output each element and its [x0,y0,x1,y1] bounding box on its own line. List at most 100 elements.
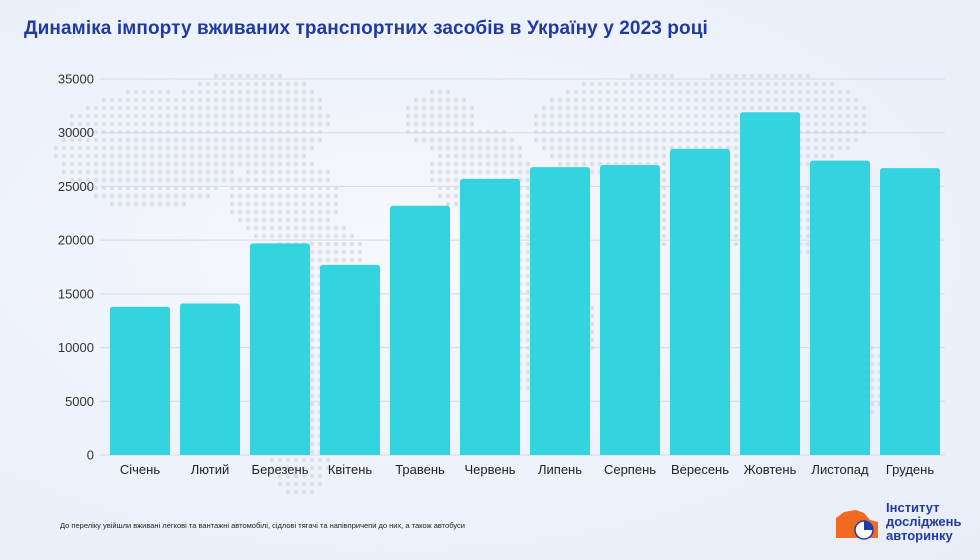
map-dot [301,161,307,167]
map-dot [861,113,867,119]
map-dot [709,81,715,87]
map-dot [141,161,147,167]
map-dot [765,81,771,87]
map-dot [621,97,627,103]
map-dot [229,177,235,183]
map-dot [253,113,259,119]
map-dot [333,249,339,255]
map-dot [141,137,147,143]
map-dot [613,97,619,103]
map-dot [93,121,99,127]
map-dot [245,137,251,143]
map-dot [173,177,179,183]
map-dot [269,193,275,199]
map-dot [661,177,667,183]
map-dot [773,97,779,103]
map-dot [845,97,851,103]
map-dot [557,153,563,159]
map-dot [101,137,107,143]
map-dot [285,121,291,127]
map-dot [693,137,699,143]
map-dot [309,257,315,263]
map-dot [293,217,299,223]
map-dot [189,153,195,159]
map-dot [237,153,243,159]
map-dot [245,89,251,95]
map-dot [621,153,627,159]
map-dot [125,161,131,167]
map-dot [309,481,315,487]
map-dot [269,81,275,87]
map-dot [405,105,411,111]
map-dot [789,73,795,79]
map-dot [157,89,163,95]
map-dot [165,145,171,151]
map-dot [165,121,171,127]
map-dot [677,81,683,87]
bar-3 [320,264,380,455]
map-dot [85,161,91,167]
map-dot [669,129,675,135]
map-dot [221,97,227,103]
map-dot [549,153,555,159]
map-dot [69,153,75,159]
map-dot [109,97,115,103]
map-dot [325,209,331,215]
map-dot [181,129,187,135]
map-dot [805,137,811,143]
map-dot [309,201,315,207]
map-dot [805,113,811,119]
map-dot [277,481,283,487]
map-dot [485,153,491,159]
map-dot [565,153,571,159]
map-dot [829,113,835,119]
map-dot [165,97,171,103]
map-dot [357,249,363,255]
map-dot [133,145,139,151]
map-dot [709,73,715,79]
map-dot [677,89,683,95]
map-dot [837,97,843,103]
chart-title: Динаміка імпорту вживаних транспортних з… [24,18,708,39]
map-dot [573,153,579,159]
map-dot [221,89,227,95]
map-dot [805,89,811,95]
map-dot [309,249,315,255]
map-dot [341,233,347,239]
map-dot [309,401,315,407]
map-dot [189,121,195,127]
map-dot [261,153,267,159]
map-dot [117,137,123,143]
map-dot [173,105,179,111]
map-dot [141,145,147,151]
map-dot [869,401,875,407]
map-dot [333,209,339,215]
map-dot [125,145,131,151]
map-dot [333,225,339,231]
map-dot [125,137,131,143]
map-dot [277,193,283,199]
map-dot [813,97,819,103]
map-dot [301,121,307,127]
map-dot [421,121,427,127]
map-dot [461,153,467,159]
map-dot [509,169,515,175]
map-dot [509,145,515,151]
map-dot [293,105,299,111]
map-dot [197,113,203,119]
map-dot [533,129,539,135]
map-dot [317,209,323,215]
map-dot [581,81,587,87]
map-dot [301,89,307,95]
map-dot [317,193,323,199]
map-dot [157,145,163,151]
map-dot [125,97,131,103]
map-dot [109,153,115,159]
map-dot [149,105,155,111]
map-dot [309,297,315,303]
map-dot [733,153,739,159]
map-dot [677,105,683,111]
map-dot [301,105,307,111]
map-dot [541,129,547,135]
map-dot [141,121,147,127]
